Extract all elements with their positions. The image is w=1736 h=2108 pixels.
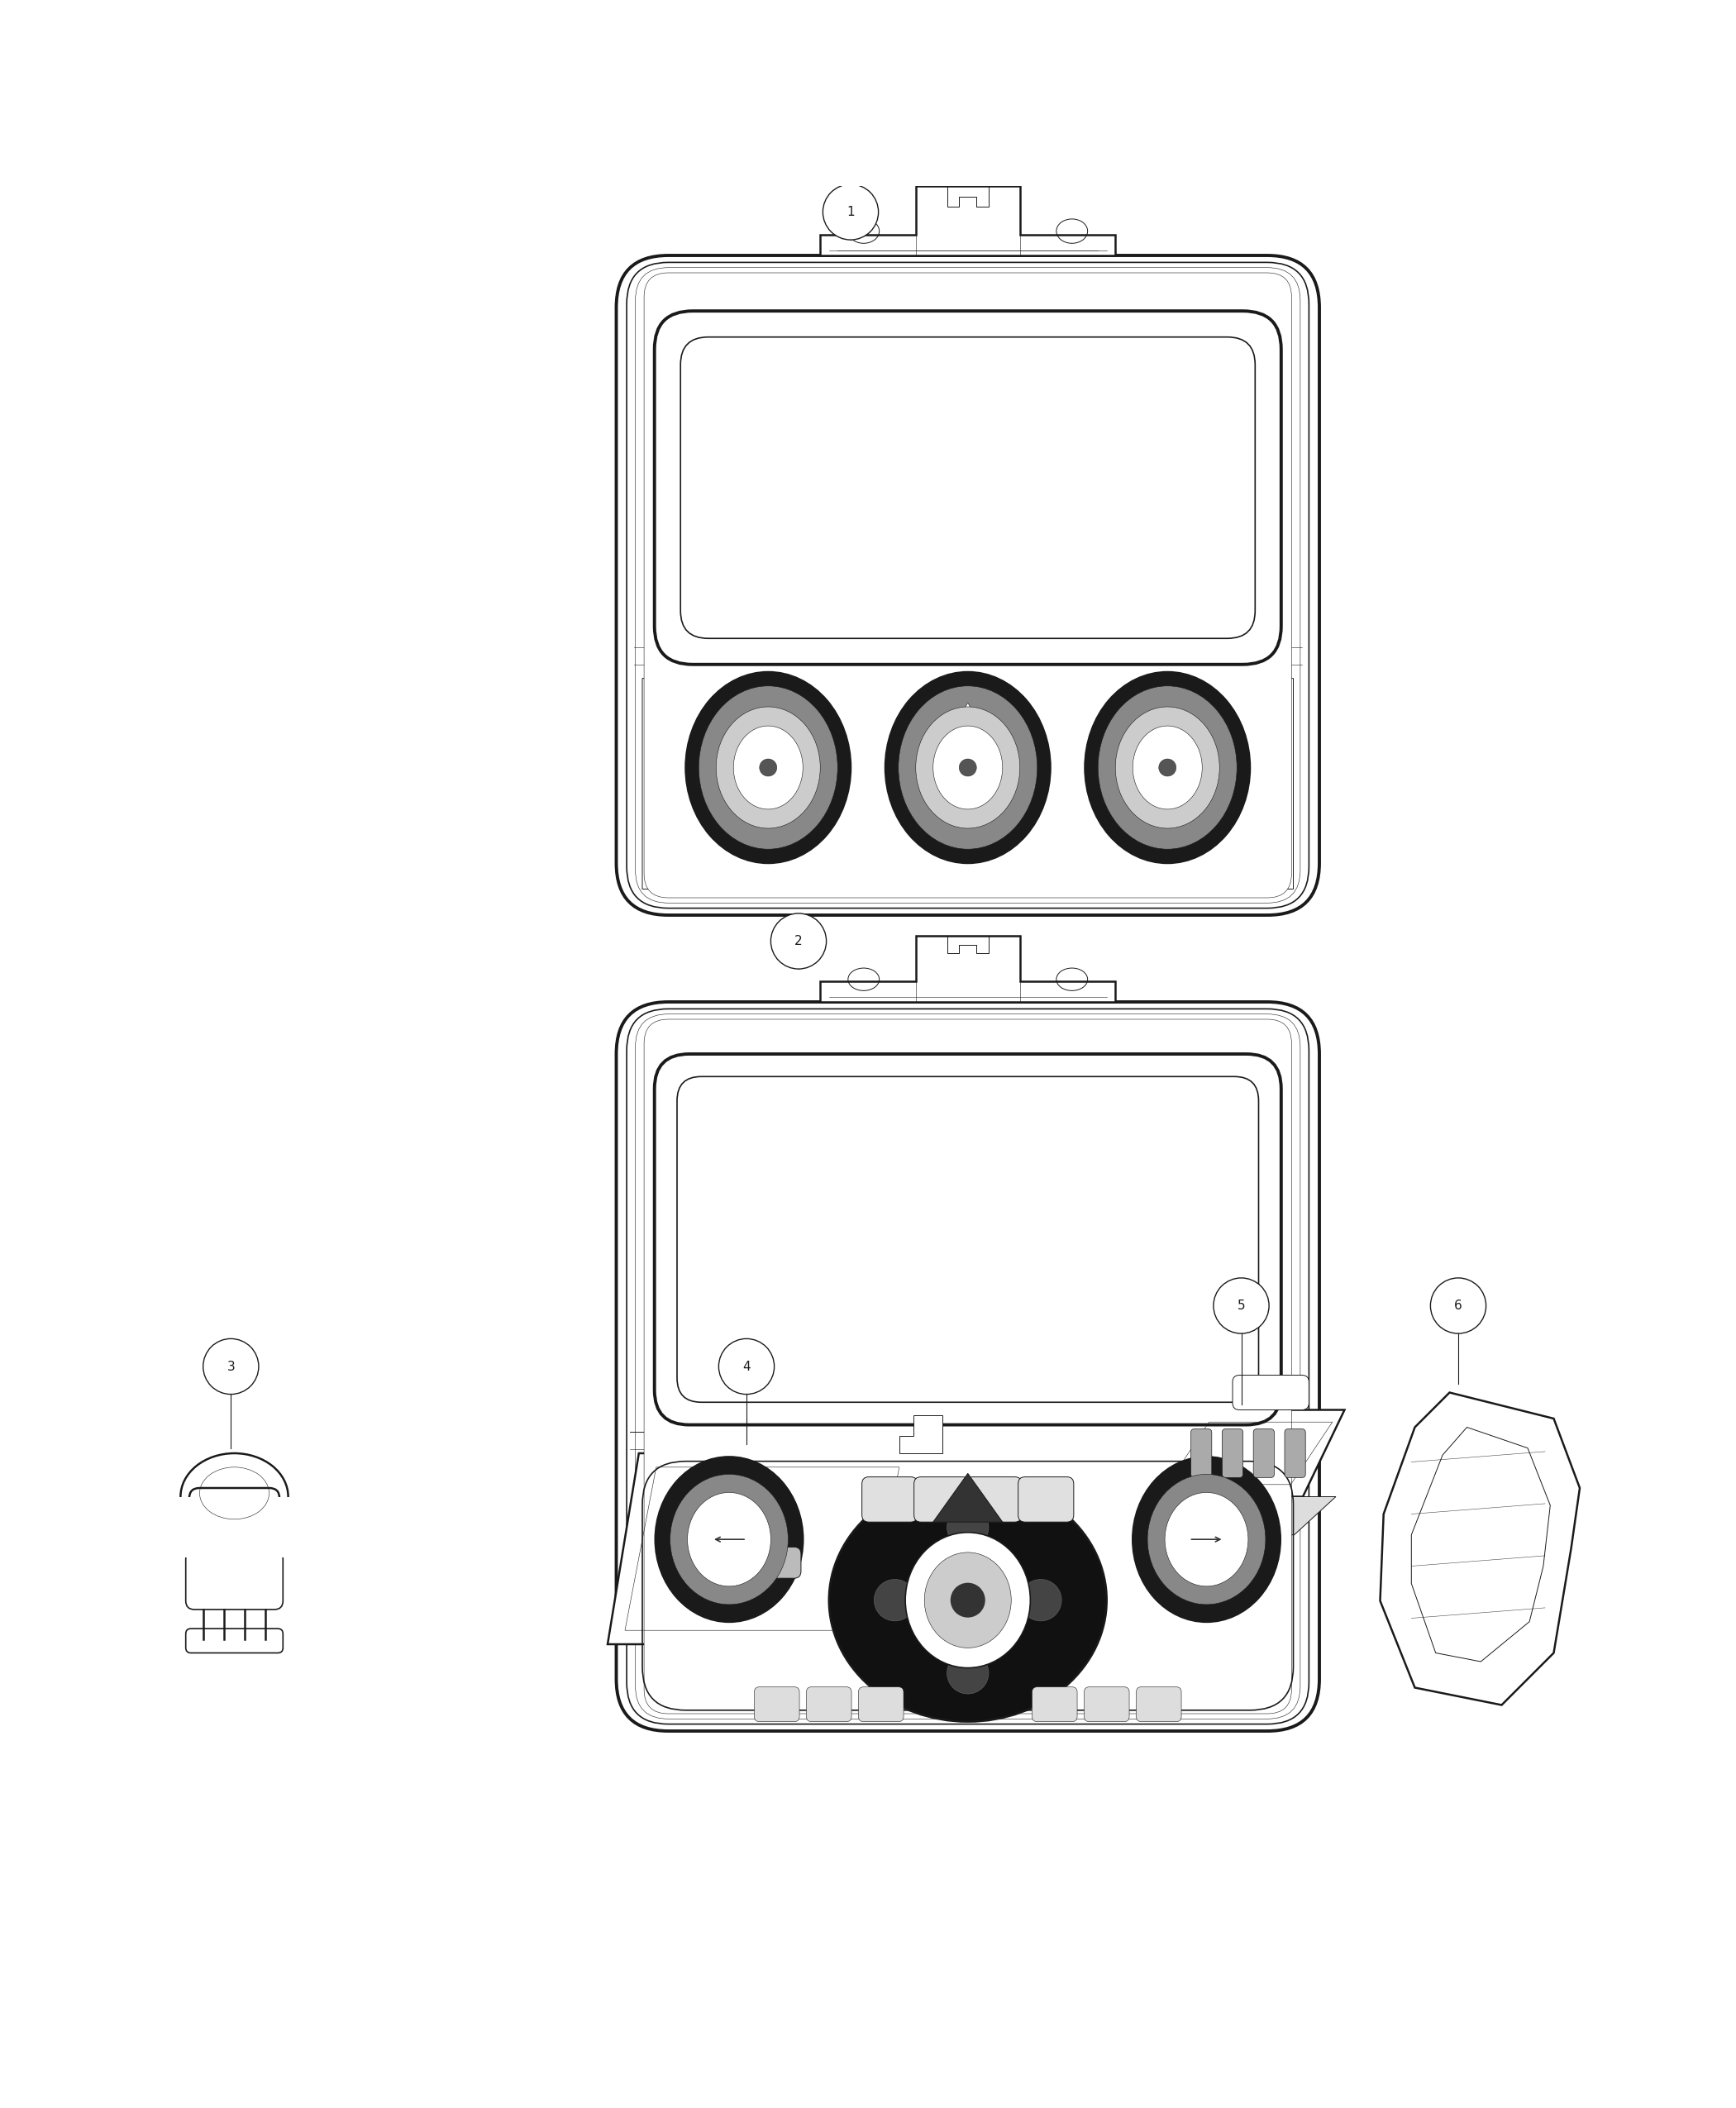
Ellipse shape	[670, 1473, 788, 1604]
Polygon shape	[819, 936, 1115, 1001]
Polygon shape	[819, 186, 1115, 255]
FancyBboxPatch shape	[644, 272, 1292, 898]
Ellipse shape	[917, 706, 1021, 828]
Text: 5: 5	[1238, 1299, 1245, 1311]
FancyBboxPatch shape	[806, 1686, 851, 1722]
Circle shape	[719, 1339, 774, 1393]
FancyBboxPatch shape	[1253, 1429, 1274, 1478]
Ellipse shape	[1097, 685, 1236, 850]
Ellipse shape	[1132, 725, 1201, 809]
Circle shape	[1430, 1277, 1486, 1334]
Circle shape	[203, 1339, 259, 1393]
FancyBboxPatch shape	[1031, 1686, 1076, 1722]
FancyBboxPatch shape	[627, 1010, 1309, 1724]
Ellipse shape	[698, 685, 837, 850]
Ellipse shape	[906, 1533, 1029, 1667]
Polygon shape	[924, 691, 1010, 757]
Polygon shape	[608, 1452, 917, 1644]
Ellipse shape	[924, 1551, 1010, 1648]
Ellipse shape	[687, 1492, 771, 1585]
Ellipse shape	[1115, 706, 1219, 828]
Ellipse shape	[715, 706, 819, 828]
Ellipse shape	[830, 1478, 1108, 1722]
Text: 4: 4	[743, 1360, 750, 1372]
FancyBboxPatch shape	[1083, 1686, 1128, 1722]
Text: 2: 2	[795, 936, 802, 946]
FancyBboxPatch shape	[965, 1478, 1021, 1522]
FancyBboxPatch shape	[189, 1488, 279, 1558]
FancyBboxPatch shape	[627, 261, 1309, 909]
Polygon shape	[642, 679, 1293, 890]
Ellipse shape	[181, 1452, 288, 1541]
Circle shape	[760, 759, 778, 776]
Polygon shape	[1146, 1497, 1337, 1535]
FancyBboxPatch shape	[644, 1020, 1292, 1714]
Ellipse shape	[1134, 1457, 1281, 1621]
FancyBboxPatch shape	[1285, 1429, 1305, 1478]
Polygon shape	[944, 702, 991, 748]
Circle shape	[771, 913, 826, 970]
FancyBboxPatch shape	[753, 1686, 799, 1722]
Ellipse shape	[899, 685, 1038, 850]
FancyBboxPatch shape	[654, 1054, 1281, 1425]
FancyBboxPatch shape	[635, 268, 1300, 902]
FancyBboxPatch shape	[616, 1001, 1319, 1731]
FancyBboxPatch shape	[1135, 1686, 1180, 1722]
FancyBboxPatch shape	[710, 1547, 800, 1579]
Ellipse shape	[885, 672, 1050, 862]
FancyBboxPatch shape	[1017, 1478, 1073, 1522]
FancyBboxPatch shape	[677, 1077, 1259, 1402]
Circle shape	[951, 1583, 986, 1617]
Ellipse shape	[948, 1653, 990, 1695]
FancyBboxPatch shape	[186, 1551, 283, 1611]
FancyBboxPatch shape	[635, 1014, 1300, 1718]
FancyBboxPatch shape	[861, 1478, 917, 1522]
Ellipse shape	[1085, 672, 1250, 862]
Text: 1: 1	[847, 207, 854, 219]
Ellipse shape	[686, 672, 851, 862]
Circle shape	[823, 183, 878, 240]
FancyBboxPatch shape	[616, 255, 1319, 915]
Polygon shape	[934, 1473, 1003, 1522]
Polygon shape	[1156, 1410, 1344, 1497]
Ellipse shape	[948, 1507, 990, 1547]
FancyBboxPatch shape	[186, 1629, 283, 1653]
Circle shape	[1160, 759, 1177, 776]
Ellipse shape	[1165, 1492, 1248, 1585]
Polygon shape	[899, 1414, 943, 1452]
FancyBboxPatch shape	[681, 337, 1255, 639]
Ellipse shape	[873, 1579, 917, 1621]
Text: 6: 6	[1455, 1299, 1462, 1311]
FancyBboxPatch shape	[1222, 1429, 1243, 1478]
Ellipse shape	[733, 725, 802, 809]
FancyBboxPatch shape	[1233, 1374, 1309, 1410]
Ellipse shape	[1147, 1473, 1266, 1604]
Bar	[165, 1497, 304, 1558]
FancyBboxPatch shape	[1191, 1429, 1212, 1478]
Ellipse shape	[1021, 1579, 1062, 1621]
FancyBboxPatch shape	[654, 312, 1281, 664]
FancyBboxPatch shape	[913, 1478, 969, 1522]
Circle shape	[1213, 1277, 1269, 1334]
FancyBboxPatch shape	[858, 1686, 903, 1722]
Text: 3: 3	[227, 1360, 234, 1372]
Ellipse shape	[656, 1457, 802, 1621]
Polygon shape	[1380, 1393, 1580, 1705]
Circle shape	[958, 759, 976, 776]
Ellipse shape	[934, 725, 1003, 809]
